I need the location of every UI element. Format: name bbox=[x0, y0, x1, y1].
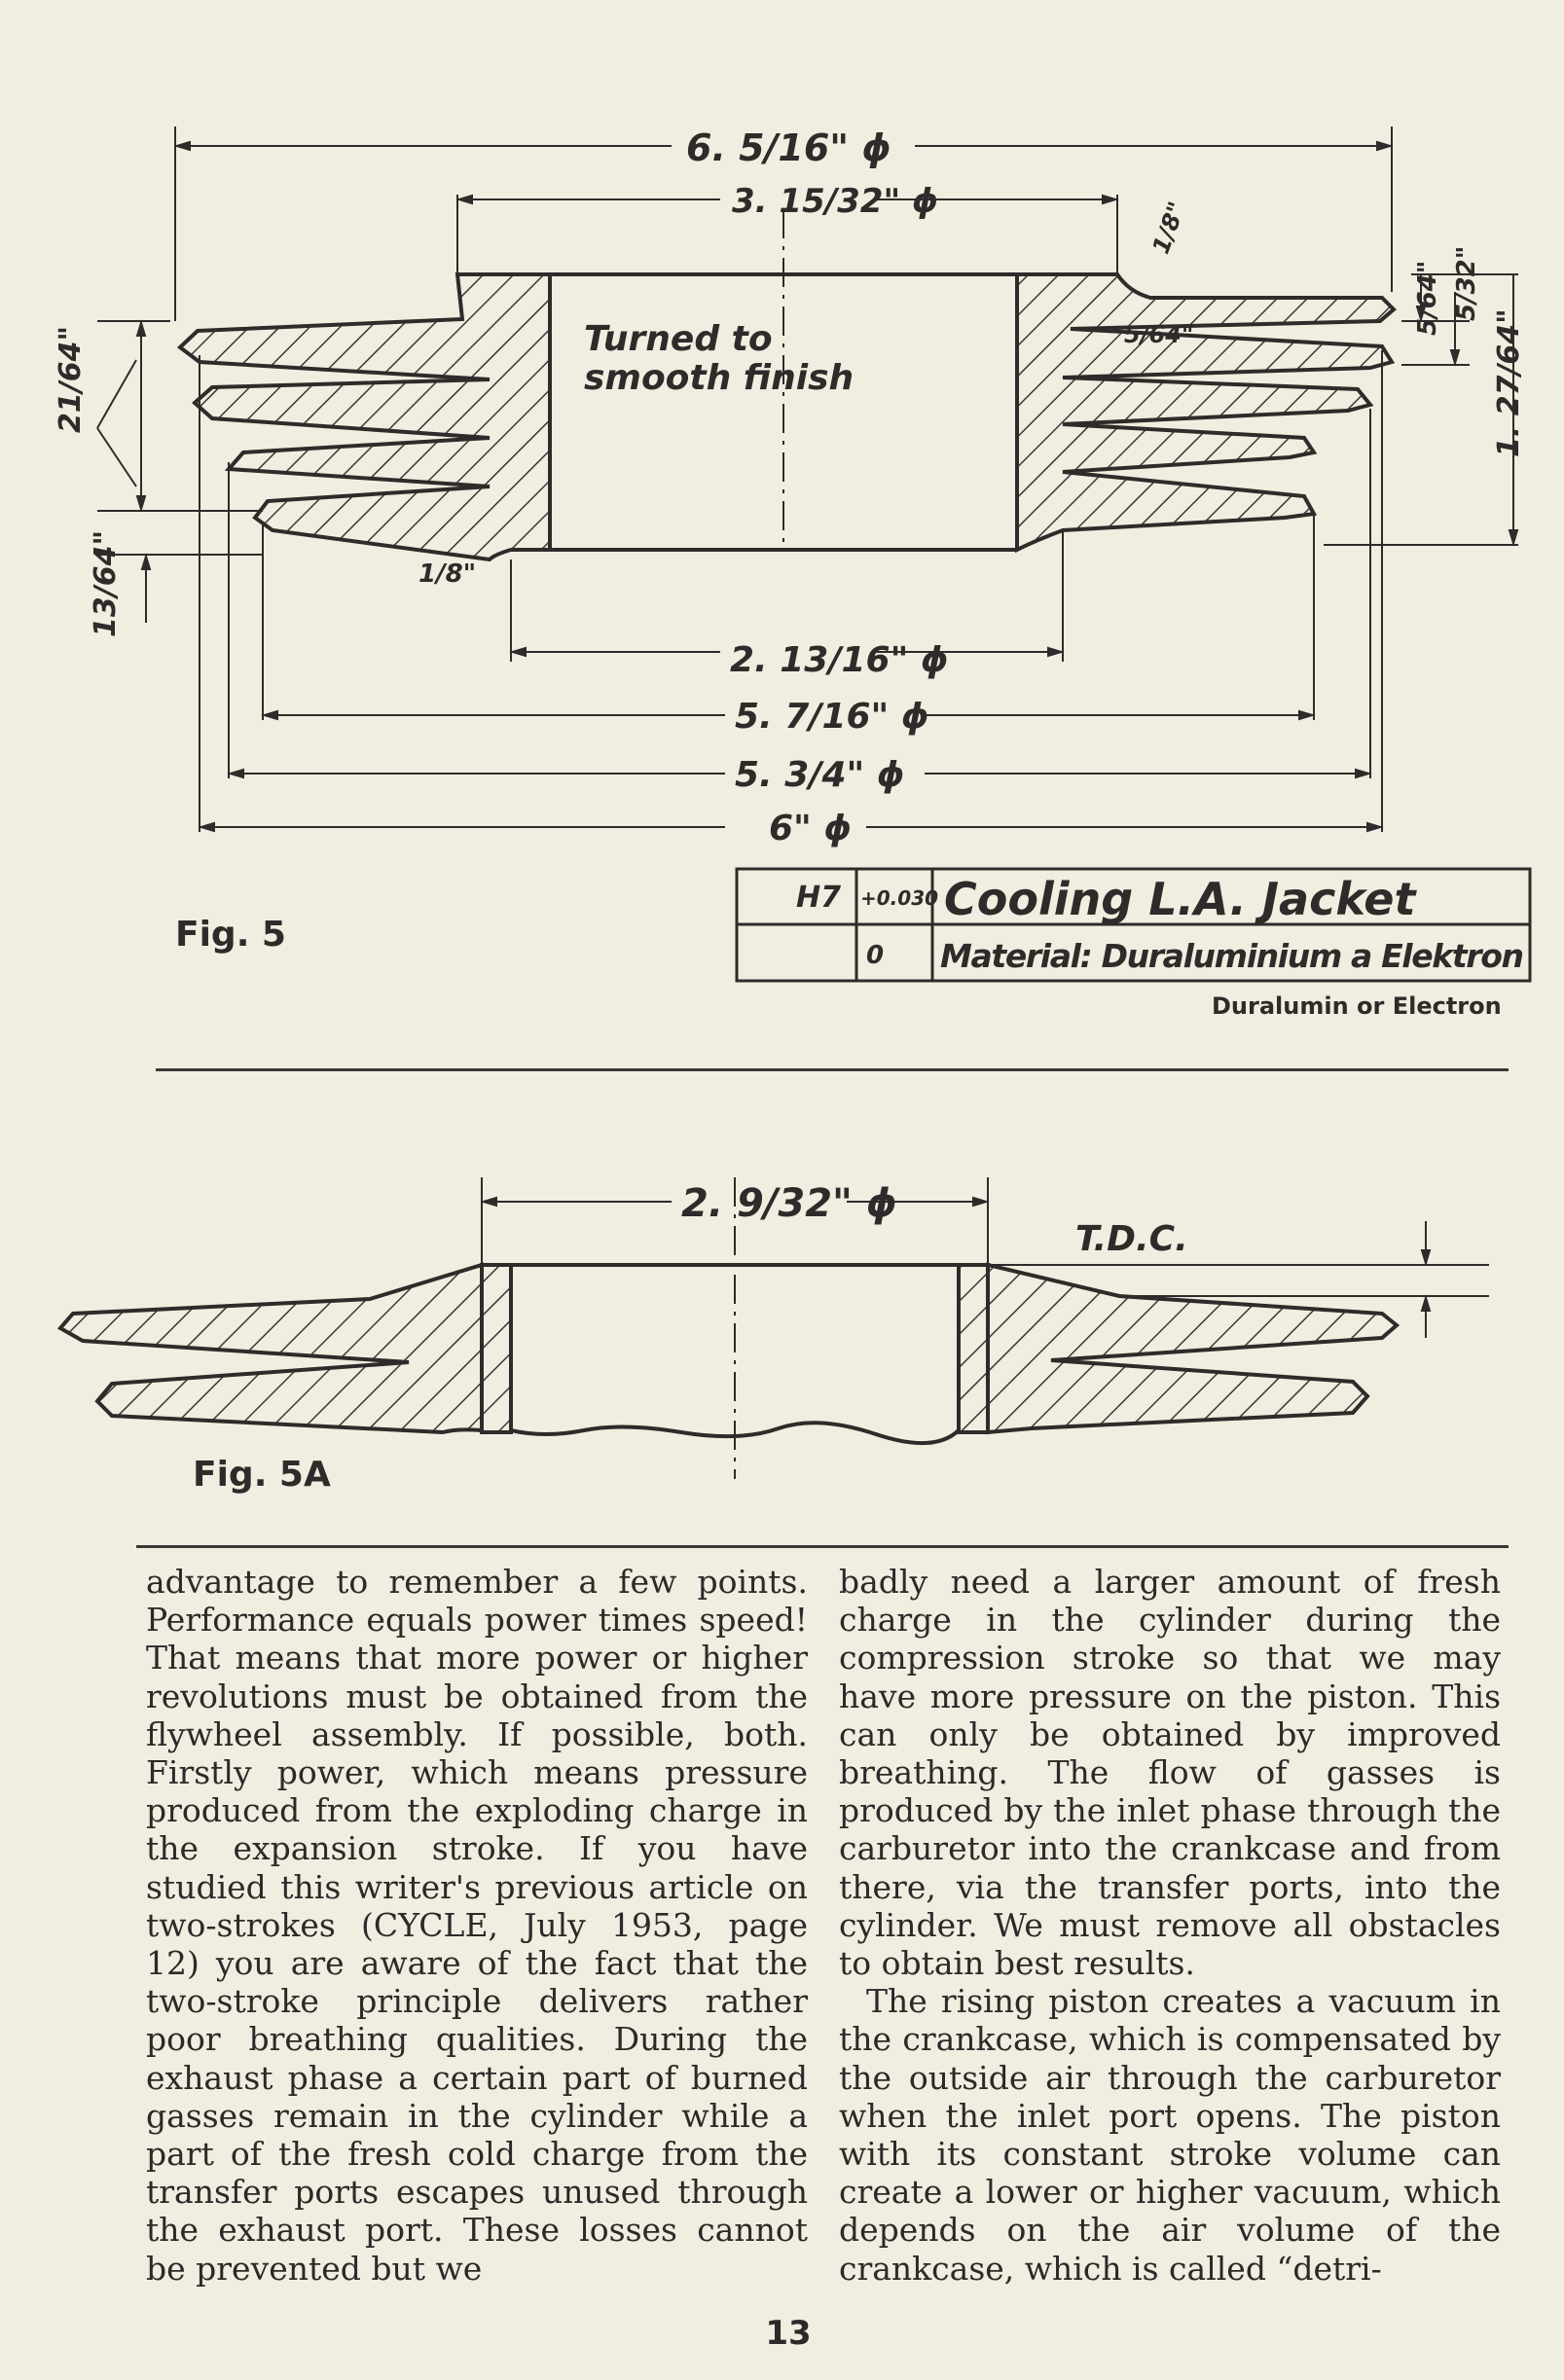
fig5a-drawing: 2. 9/32" ϕ T.D.C. bbox=[56, 1177, 1489, 1479]
fig5-drawing: 6. 5/16" ϕ 3. 15/32" ϕ 1/8" 5/64" 1/8" 2… bbox=[54, 126, 1532, 983]
dim-left-21-64: 21/64" bbox=[54, 326, 88, 433]
dim-6-5-16: 6. 5/16" ϕ bbox=[686, 126, 891, 169]
finish-note: Turned to smooth finish bbox=[584, 319, 854, 398]
tdc-label: T.D.C. bbox=[1075, 1219, 1188, 1259]
dim-right-5-64: 5/64" bbox=[1413, 261, 1442, 336]
dim-2-13-16: 2. 13/16" ϕ bbox=[730, 640, 949, 680]
tolerance-lower: 0 bbox=[866, 941, 884, 970]
part-material: Material: Duraluminium a Elektron bbox=[940, 937, 1524, 975]
body-paragraph: advantage to remember a few points. Perf… bbox=[146, 1563, 808, 2288]
fit-code: H7 bbox=[796, 881, 841, 915]
dim-3-15-32: 3. 15/32" ϕ bbox=[732, 182, 938, 221]
left-jacket-section bbox=[176, 272, 552, 562]
fig5-caption: Duralumin or Electron bbox=[1212, 992, 1502, 1020]
dim-right-height: 1. 27/64" bbox=[1492, 308, 1526, 457]
dim-6: 6" ϕ bbox=[769, 809, 852, 848]
divider-top bbox=[156, 1068, 1509, 1071]
dim-chamfer-top: 1/8" bbox=[1147, 198, 1191, 258]
body-paragraph: The rising piston creates a vacuum in th… bbox=[839, 1982, 1501, 2288]
right-jacket-section bbox=[1015, 272, 1397, 554]
body-paragraph: badly need a larger amount of fresh char… bbox=[839, 1563, 1501, 1983]
dim-5-3-4: 5. 3/4" ϕ bbox=[735, 755, 904, 795]
fig5a-dim: 2. 9/32" ϕ bbox=[681, 1181, 897, 1226]
dim-fin-gap: 5/64" bbox=[1124, 321, 1193, 348]
tolerance-upper: +0.030 bbox=[860, 886, 938, 910]
fig5a-label: Fig. 5A bbox=[193, 1455, 331, 1495]
dim-left-13-64: 13/64" bbox=[89, 530, 123, 637]
page-number: 13 bbox=[765, 2314, 812, 2353]
fig5-label: Fig. 5 bbox=[175, 915, 286, 955]
part-title: Cooling L.A. Jacket bbox=[944, 873, 1417, 925]
dim-chamfer-bottom: 1/8" bbox=[418, 559, 476, 589]
divider-bottom bbox=[136, 1545, 1509, 1548]
dim-right-5-32: 5/32" bbox=[1452, 246, 1481, 321]
text-column-left: advantage to remember a few points. Perf… bbox=[146, 1563, 808, 2288]
dim-5-7-16: 5. 7/16" ϕ bbox=[735, 697, 929, 737]
text-column-right: badly need a larger amount of fresh char… bbox=[839, 1563, 1501, 2288]
